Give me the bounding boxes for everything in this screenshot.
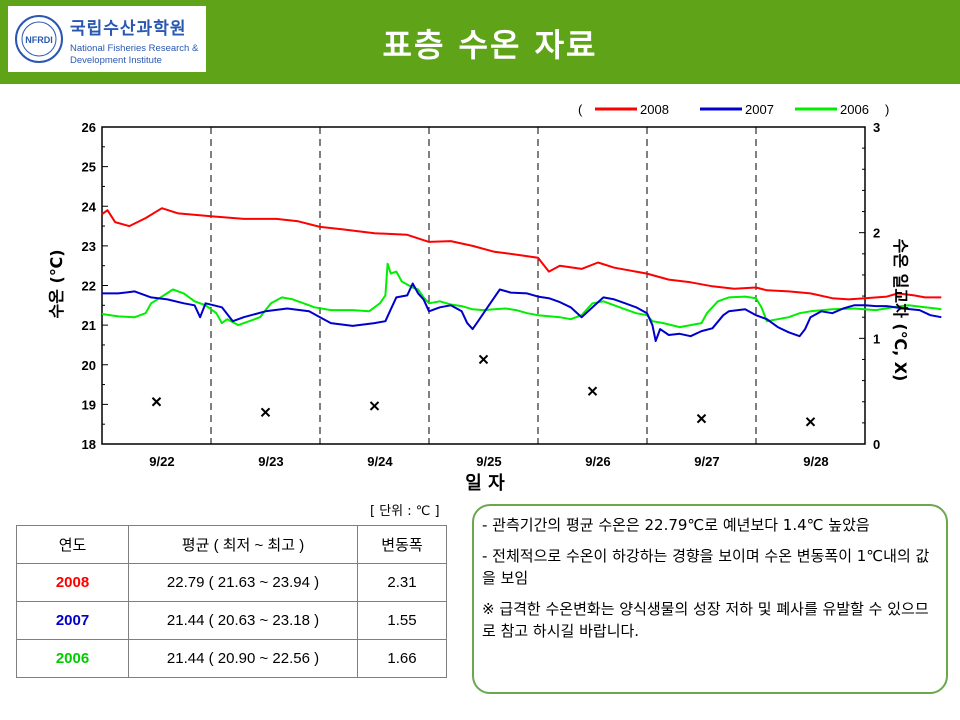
institute-logo[interactable]: NFRDI 국립수산과학원 National Fisheries Researc… bbox=[8, 6, 206, 72]
chart-series bbox=[101, 207, 942, 342]
daily-range-marker bbox=[478, 354, 489, 365]
daily-range-marker bbox=[260, 407, 271, 418]
x-tick-label: 9/25 bbox=[476, 454, 501, 469]
y-tick-label: 20 bbox=[82, 358, 96, 373]
row-average: 21.44 ( 20.63 ~ 23.18 ) bbox=[128, 601, 358, 640]
marker-stroke bbox=[805, 417, 816, 427]
y2-tick-label: 0 bbox=[873, 437, 880, 452]
legend-label-2007: 2007 bbox=[745, 102, 774, 117]
marker-stroke bbox=[260, 407, 271, 418]
table-header-row: 연도 평균 ( 최저 ~ 최고 ) 변동폭 bbox=[16, 525, 447, 564]
y-tick-label: 22 bbox=[82, 279, 96, 294]
row-range: 1.55 bbox=[357, 601, 447, 640]
y2-tick-label: 3 bbox=[873, 120, 880, 135]
logo-korean-name: 국립수산과학원 bbox=[70, 19, 187, 39]
x-axis-label: 일 자 bbox=[465, 473, 505, 494]
col-header-average: 평균 ( 최저 ~ 최고 ) bbox=[128, 525, 358, 564]
note-trend: - 전체적으로 수온이 하강하는 경향을 보이며 수온 변동폭이 1℃내의 값을… bbox=[482, 547, 930, 587]
row-year: 2006 bbox=[16, 639, 129, 678]
marker-stroke bbox=[587, 386, 598, 396]
series-line-2006 bbox=[101, 262, 942, 329]
row-year: 2008 bbox=[16, 563, 129, 602]
table-row: 2007 21.44 ( 20.63 ~ 23.18 ) 1.55 bbox=[16, 601, 447, 640]
table-row: 2006 21.44 ( 20.90 ~ 22.56 ) 1.66 bbox=[16, 639, 447, 678]
daily-range-marker bbox=[151, 397, 162, 407]
y-tick-label: 26 bbox=[82, 120, 96, 135]
marker-stroke bbox=[151, 397, 162, 407]
x-tick-label: 9/23 bbox=[258, 454, 283, 469]
row-average: 21.44 ( 20.90 ~ 22.56 ) bbox=[128, 639, 358, 678]
daily-range-marker bbox=[587, 386, 598, 396]
x-tick-label: 9/28 bbox=[803, 454, 828, 469]
daily-range-marker bbox=[805, 417, 816, 427]
chart-legend: ( ) 2008 2007 2006 bbox=[578, 102, 889, 117]
legend-close-paren: ) bbox=[885, 102, 889, 117]
y-tick-label: 21 bbox=[82, 318, 96, 333]
notes-box: - 관측기간의 평균 수온은 22.79℃로 예년보다 1.4℃ 높았음 - 전… bbox=[472, 504, 948, 694]
note-average: - 관측기간의 평균 수온은 22.79℃로 예년보다 1.4℃ 높았음 bbox=[482, 516, 870, 534]
row-range: 2.31 bbox=[357, 563, 447, 602]
daily-range-markers bbox=[151, 354, 816, 427]
chart-grid bbox=[210, 127, 757, 444]
header-bar: NFRDI 국립수산과학원 National Fisheries Researc… bbox=[0, 0, 960, 84]
y-tick-label: 24 bbox=[82, 199, 97, 214]
x-tick-label: 9/27 bbox=[694, 454, 719, 469]
temperature-chart: ( ) 2008 2007 2006 18192021222324252601239… bbox=[47, 102, 942, 494]
series-line-2007 bbox=[102, 282, 942, 342]
logo-english-line1: National Fisheries Research & bbox=[70, 43, 199, 54]
stats-table: 연도 평균 ( 최저 ~ 최고 ) 변동폭 2008 22.79 ( 21.63… bbox=[16, 525, 447, 678]
y-axis-label: 수온 (℃) bbox=[47, 249, 66, 318]
marker-stroke bbox=[696, 413, 707, 424]
seal-text: NFRDI bbox=[25, 35, 53, 45]
x-tick-label: 9/26 bbox=[585, 454, 610, 469]
series-line-2008 bbox=[101, 207, 942, 301]
row-year: 2007 bbox=[16, 601, 129, 640]
note-warning: ※ 급격한 수온변화는 양식생물의 성장 저하 및 폐사를 유발할 수 있으므로… bbox=[482, 600, 929, 640]
y-tick-label: 25 bbox=[82, 160, 96, 175]
logo-english-line2: Development Institute bbox=[70, 55, 162, 66]
y2-tick-label: 1 bbox=[873, 331, 880, 346]
col-header-year: 연도 bbox=[16, 525, 129, 564]
x-tick-label: 9/24 bbox=[367, 454, 393, 469]
marker-stroke bbox=[478, 354, 489, 365]
table-row: 2008 22.79 ( 21.63 ~ 23.94 ) 2.31 bbox=[16, 563, 447, 602]
row-average: 22.79 ( 21.63 ~ 23.94 ) bbox=[128, 563, 358, 602]
daily-range-marker bbox=[369, 401, 380, 411]
unit-note: [ 단위 : ℃ ] bbox=[370, 504, 440, 519]
y2-axis-label: 수온 일교차 (℃, X) bbox=[891, 239, 910, 382]
plot-frame bbox=[101, 126, 866, 445]
legend-label-2006: 2006 bbox=[840, 102, 869, 117]
y-tick-label: 18 bbox=[82, 437, 96, 452]
y2-tick-label: 2 bbox=[873, 226, 880, 241]
legend-label-2008: 2008 bbox=[640, 102, 669, 117]
col-header-range: 변동폭 bbox=[357, 525, 447, 564]
x-tick-label: 9/22 bbox=[149, 454, 174, 469]
row-range: 1.66 bbox=[357, 639, 447, 678]
seal-icon: NFRDI bbox=[15, 15, 63, 63]
y-tick-label: 19 bbox=[82, 397, 96, 412]
y-tick-label: 23 bbox=[82, 239, 96, 254]
legend-open-paren: ( bbox=[578, 102, 583, 117]
page-title: 표층 수온 자료 bbox=[382, 26, 598, 64]
marker-stroke bbox=[369, 401, 380, 411]
daily-range-marker bbox=[696, 413, 707, 424]
